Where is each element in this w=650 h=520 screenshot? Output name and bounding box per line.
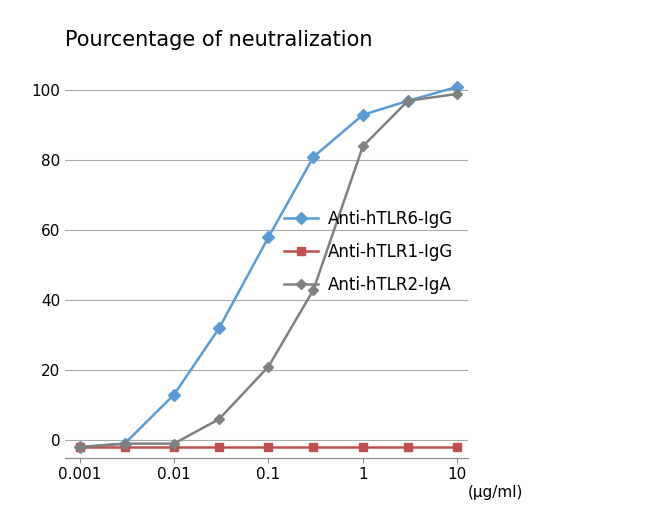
Anti-hTLR2-IgA	[170, 440, 178, 447]
Anti-hTLR2-IgA	[453, 91, 461, 97]
Anti-hTLR1-IgG	[359, 444, 367, 450]
Anti-hTLR2-IgA	[265, 363, 272, 370]
Anti-hTLR6-IgG	[309, 154, 317, 160]
Anti-hTLR1-IgG	[75, 444, 83, 450]
Anti-hTLR6-IgG	[75, 444, 83, 450]
Anti-hTLR6-IgG	[359, 112, 367, 118]
Anti-hTLR6-IgG	[170, 392, 178, 398]
Line: Anti-hTLR6-IgG: Anti-hTLR6-IgG	[75, 83, 462, 451]
Anti-hTLR1-IgG	[453, 444, 461, 450]
Anti-hTLR6-IgG	[121, 440, 129, 447]
Anti-hTLR6-IgG	[265, 234, 272, 240]
Anti-hTLR1-IgG	[404, 444, 412, 450]
Anti-hTLR6-IgG	[404, 98, 412, 104]
Anti-hTLR1-IgG	[170, 444, 178, 450]
Anti-hTLR6-IgG	[215, 325, 223, 331]
Anti-hTLR1-IgG	[309, 444, 317, 450]
Line: Anti-hTLR2-IgA: Anti-hTLR2-IgA	[76, 90, 461, 451]
Anti-hTLR1-IgG	[121, 444, 129, 450]
Text: (μg/ml): (μg/ml)	[468, 485, 523, 500]
Anti-hTLR1-IgG	[265, 444, 272, 450]
Anti-hTLR2-IgA	[404, 98, 412, 104]
Anti-hTLR2-IgA	[215, 416, 223, 422]
Anti-hTLR2-IgA	[121, 440, 129, 447]
Anti-hTLR2-IgA	[359, 143, 367, 149]
Anti-hTLR2-IgA	[309, 287, 317, 293]
Text: Pourcentage of neutralization: Pourcentage of neutralization	[65, 30, 372, 50]
Legend: Anti-hTLR6-IgG, Anti-hTLR1-IgG, Anti-hTLR2-IgA: Anti-hTLR6-IgG, Anti-hTLR1-IgG, Anti-hTL…	[278, 203, 460, 301]
Anti-hTLR1-IgG	[215, 444, 223, 450]
Anti-hTLR6-IgG	[453, 84, 461, 90]
Line: Anti-hTLR1-IgG: Anti-hTLR1-IgG	[75, 443, 462, 451]
Anti-hTLR2-IgA	[75, 444, 83, 450]
